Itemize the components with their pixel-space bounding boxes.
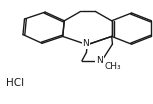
Text: N: N [82, 39, 89, 48]
Text: CH₃: CH₃ [104, 62, 121, 71]
Text: HCl: HCl [6, 78, 24, 88]
Text: N: N [96, 56, 103, 65]
